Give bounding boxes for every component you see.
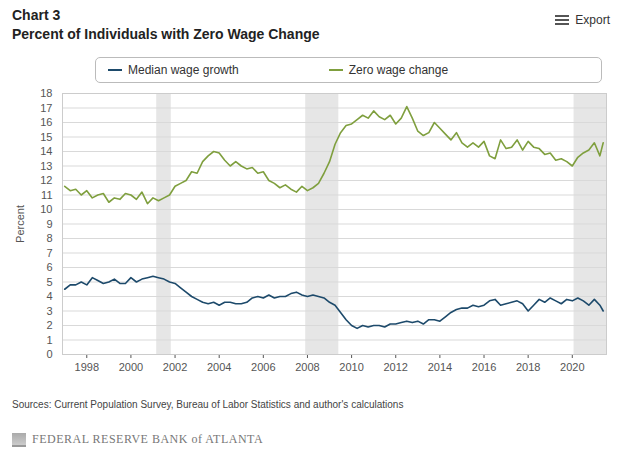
svg-text:2006: 2006 xyxy=(251,361,275,373)
svg-text:2014: 2014 xyxy=(428,361,452,373)
svg-text:2: 2 xyxy=(46,319,52,331)
svg-text:Percent: Percent xyxy=(14,205,26,243)
html-text:FEDERAL RESERVE BANK of ATLANT: FEDERAL RESERVE BANK of ATLANTA xyxy=(32,432,264,446)
svg-text:16: 16 xyxy=(40,116,52,128)
svg-text:2004: 2004 xyxy=(207,361,231,373)
svg-text:13: 13 xyxy=(40,160,52,172)
svg-text:3: 3 xyxy=(46,305,52,317)
svg-text:8: 8 xyxy=(46,232,52,244)
svg-text:5: 5 xyxy=(46,276,52,288)
svg-text:15: 15 xyxy=(40,131,52,143)
svg-text:2000: 2000 xyxy=(119,361,143,373)
svg-text:4: 4 xyxy=(46,290,52,302)
svg-text:0: 0 xyxy=(46,348,52,360)
svg-text:9: 9 xyxy=(46,218,52,230)
html-text:Chart 3: Chart 3 xyxy=(12,7,61,23)
html-text:Median wage growth: Median wage growth xyxy=(128,63,239,77)
svg-text:2008: 2008 xyxy=(295,361,319,373)
html-text:Zero wage change: Zero wage change xyxy=(348,63,449,77)
svg-text:1: 1 xyxy=(46,334,52,346)
html-text:Percent of Individuals with Ze: Percent of Individuals with Zero Wage Ch… xyxy=(12,26,320,42)
svg-text:2016: 2016 xyxy=(472,361,496,373)
svg-text:18: 18 xyxy=(40,87,52,99)
svg-text:1998: 1998 xyxy=(75,361,99,373)
html-text:Sources: Current Population Su: Sources: Current Population Survey, Bure… xyxy=(12,399,404,410)
svg-text:12: 12 xyxy=(40,174,52,186)
svg-text:2012: 2012 xyxy=(383,361,407,373)
svg-text:14: 14 xyxy=(40,145,52,157)
svg-text:2002: 2002 xyxy=(163,361,187,373)
html-text:Export: Export xyxy=(575,13,610,27)
svg-text:10: 10 xyxy=(40,203,52,215)
svg-text:2018: 2018 xyxy=(516,361,540,373)
svg-text:7: 7 xyxy=(46,247,52,259)
svg-text:2010: 2010 xyxy=(339,361,363,373)
svg-text:2020: 2020 xyxy=(560,361,584,373)
svg-text:11: 11 xyxy=(41,189,52,201)
svg-text:6: 6 xyxy=(46,261,52,273)
svg-text:17: 17 xyxy=(40,102,52,114)
